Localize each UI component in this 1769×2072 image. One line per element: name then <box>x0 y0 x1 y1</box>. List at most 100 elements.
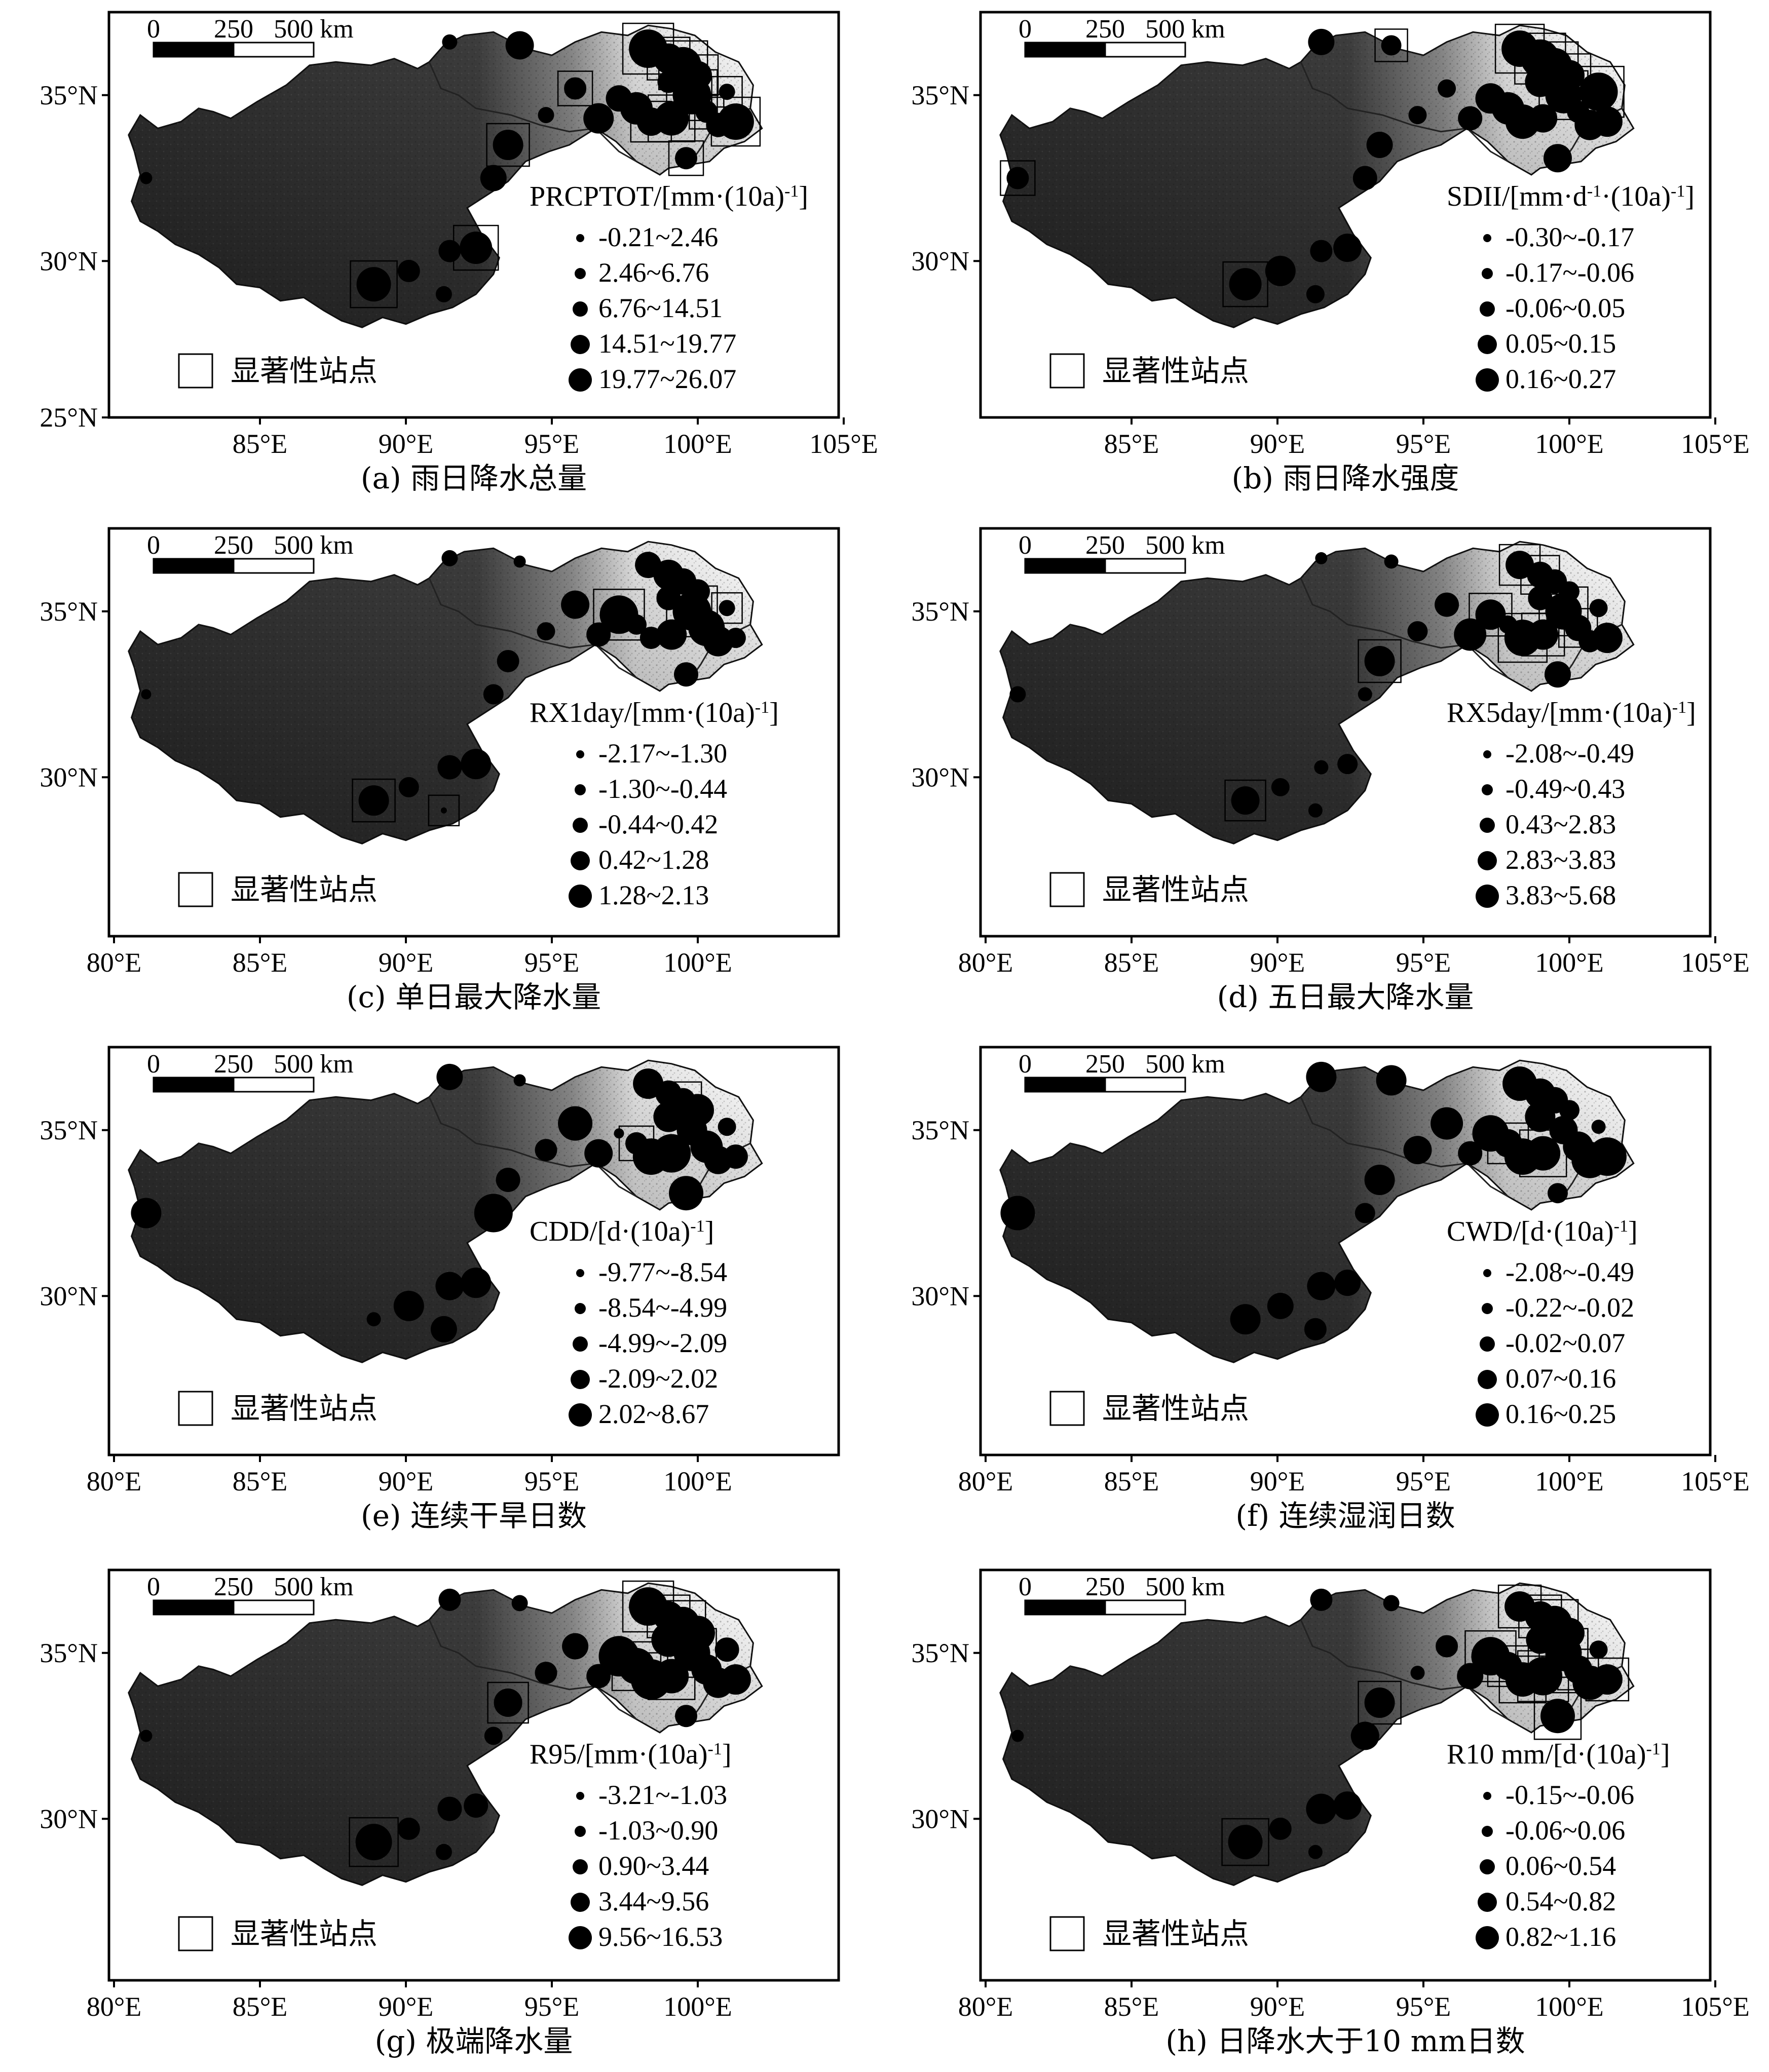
significant-station-box <box>668 140 704 176</box>
unit-superscript: -1 <box>784 182 799 201</box>
scale-bar: 0 250 500 km <box>1019 531 1225 574</box>
y-tick-label: 35°N <box>911 80 969 110</box>
scale-tick-label: 250 <box>214 15 253 44</box>
x-tick-label: 90°E <box>1250 429 1305 459</box>
legend-class-dot <box>1482 1303 1493 1314</box>
scale-bar-white <box>233 558 315 574</box>
scale-tick-label: 0 <box>1019 1572 1032 1601</box>
legend-class-dot <box>1482 784 1493 795</box>
station-dot <box>656 619 687 650</box>
x-tick-label: 90°E <box>1250 947 1305 978</box>
legend-class-dot <box>575 268 586 279</box>
legend-class-dot <box>1480 818 1495 833</box>
scale-tick-label: 250 <box>1085 1572 1125 1601</box>
station-dot <box>438 1588 461 1611</box>
station-dot <box>1525 1101 1556 1132</box>
x-tick-label: 90°E <box>379 429 434 459</box>
map-frame <box>979 11 1712 419</box>
scale-tick-label: 250 <box>1085 1050 1125 1079</box>
station-dot <box>1410 1666 1425 1680</box>
legend-class-dot <box>1483 234 1491 242</box>
station-dot <box>1006 167 1029 189</box>
legend-class-label: 19.77~26.07 <box>598 364 736 394</box>
scale-tick-label: 0 <box>147 15 160 44</box>
station-dot <box>1366 132 1393 158</box>
station-dot <box>656 586 681 610</box>
x-tick-label: 95°E <box>1396 947 1451 978</box>
station-dot <box>474 1194 513 1233</box>
scale-tick-label: 0 <box>147 1050 160 1079</box>
scale-bar: 0 250 500 km <box>147 15 354 58</box>
significant-station-box <box>1222 261 1268 308</box>
panel-b: 0 250 500 km SDII/[mm·d-1·(10a)-1] -0.30~-0.… <box>911 11 1750 495</box>
station-dot <box>584 1139 613 1168</box>
legend-class-dot <box>571 1893 590 1912</box>
unit-tail: ] <box>799 181 808 212</box>
station-dot <box>561 590 590 619</box>
x-tick-label: 90°E <box>1250 1466 1305 1497</box>
legend-class-dot <box>1483 1269 1491 1277</box>
station-dot <box>131 1198 162 1229</box>
station-dot <box>1545 661 1571 688</box>
plateau-shadow <box>128 1060 762 1363</box>
station-dot <box>675 147 697 170</box>
station-dot <box>1354 1203 1375 1223</box>
panel-a: 0 250 500 km PRCPTOT/[mm·(10a)-1] -0.21~2.46… <box>40 11 878 495</box>
station-dot <box>1431 1107 1463 1140</box>
y-tick-label: 35°N <box>40 1638 98 1668</box>
x-tick-label: 100°E <box>1535 1991 1604 2022</box>
legend-class-dot <box>571 335 590 354</box>
station-dot <box>1526 1136 1561 1171</box>
panel-c: 0 250 500 km RX1day/[mm·(10a)-1] -2.17~-1.30… <box>40 527 840 1014</box>
y-tick-label: 30°N <box>911 1804 969 1834</box>
station-dot <box>1364 646 1395 676</box>
station-dot <box>1358 687 1372 702</box>
legend-class-dot <box>1478 1893 1497 1912</box>
scale-bar-black <box>153 1599 235 1616</box>
station-dot <box>626 614 647 635</box>
station-dot <box>464 1793 488 1818</box>
legend-class-dot <box>1480 301 1495 317</box>
y-tick-label: 30°N <box>40 762 98 792</box>
panel-caption: (g) 极端降水量 <box>375 2024 573 2058</box>
scale-tick-label: 0 <box>1019 15 1032 44</box>
x-tick-label: 85°E <box>233 947 288 978</box>
station-dot <box>1333 234 1362 262</box>
x-tick-label: 105°E <box>1681 429 1750 459</box>
legend-class-dot <box>576 1792 584 1800</box>
y-tick-label: 35°N <box>40 80 98 110</box>
x-tick-label: 90°E <box>379 947 434 978</box>
significant-station-box <box>1521 612 1565 657</box>
legend-class-dot <box>573 301 588 317</box>
station-dot <box>1528 619 1559 650</box>
significant-station-box <box>349 1817 399 1867</box>
station-dot <box>355 1824 392 1861</box>
x-tick-label: 100°E <box>663 947 732 978</box>
station-dot <box>706 112 731 137</box>
station-dot <box>651 1622 686 1657</box>
station-dot <box>1529 104 1558 133</box>
x-tick-label: 90°E <box>379 1466 434 1497</box>
scale-tick-label: 250 <box>1085 531 1125 560</box>
station-dot <box>1458 106 1483 131</box>
legend-class-dot <box>575 1303 586 1314</box>
legend-class-label: -9.77~-8.54 <box>598 1257 727 1287</box>
legend-class-label: 0.90~3.44 <box>598 1851 709 1881</box>
station-dot <box>356 267 391 302</box>
station-dot <box>140 1730 153 1742</box>
y-tick-label: 35°N <box>911 1115 969 1145</box>
scale-bar-white <box>233 1077 315 1093</box>
scale-tick-label: 500 km <box>274 1050 353 1079</box>
station-dot <box>718 1118 736 1136</box>
station-dot <box>675 1705 697 1728</box>
legend-class-label: 0.16~0.25 <box>1505 1399 1616 1429</box>
province-border <box>428 1096 637 1198</box>
significant-station-box <box>428 794 460 827</box>
scale-tick-label: 500 km <box>1145 15 1225 44</box>
legend-class-label: -2.17~-1.30 <box>598 738 727 769</box>
station-dot <box>564 77 587 100</box>
plateau-shadow <box>1000 25 1634 328</box>
station-dot <box>435 1844 452 1860</box>
station-dot <box>140 172 153 184</box>
unit-superscript: -1 <box>690 1217 704 1236</box>
